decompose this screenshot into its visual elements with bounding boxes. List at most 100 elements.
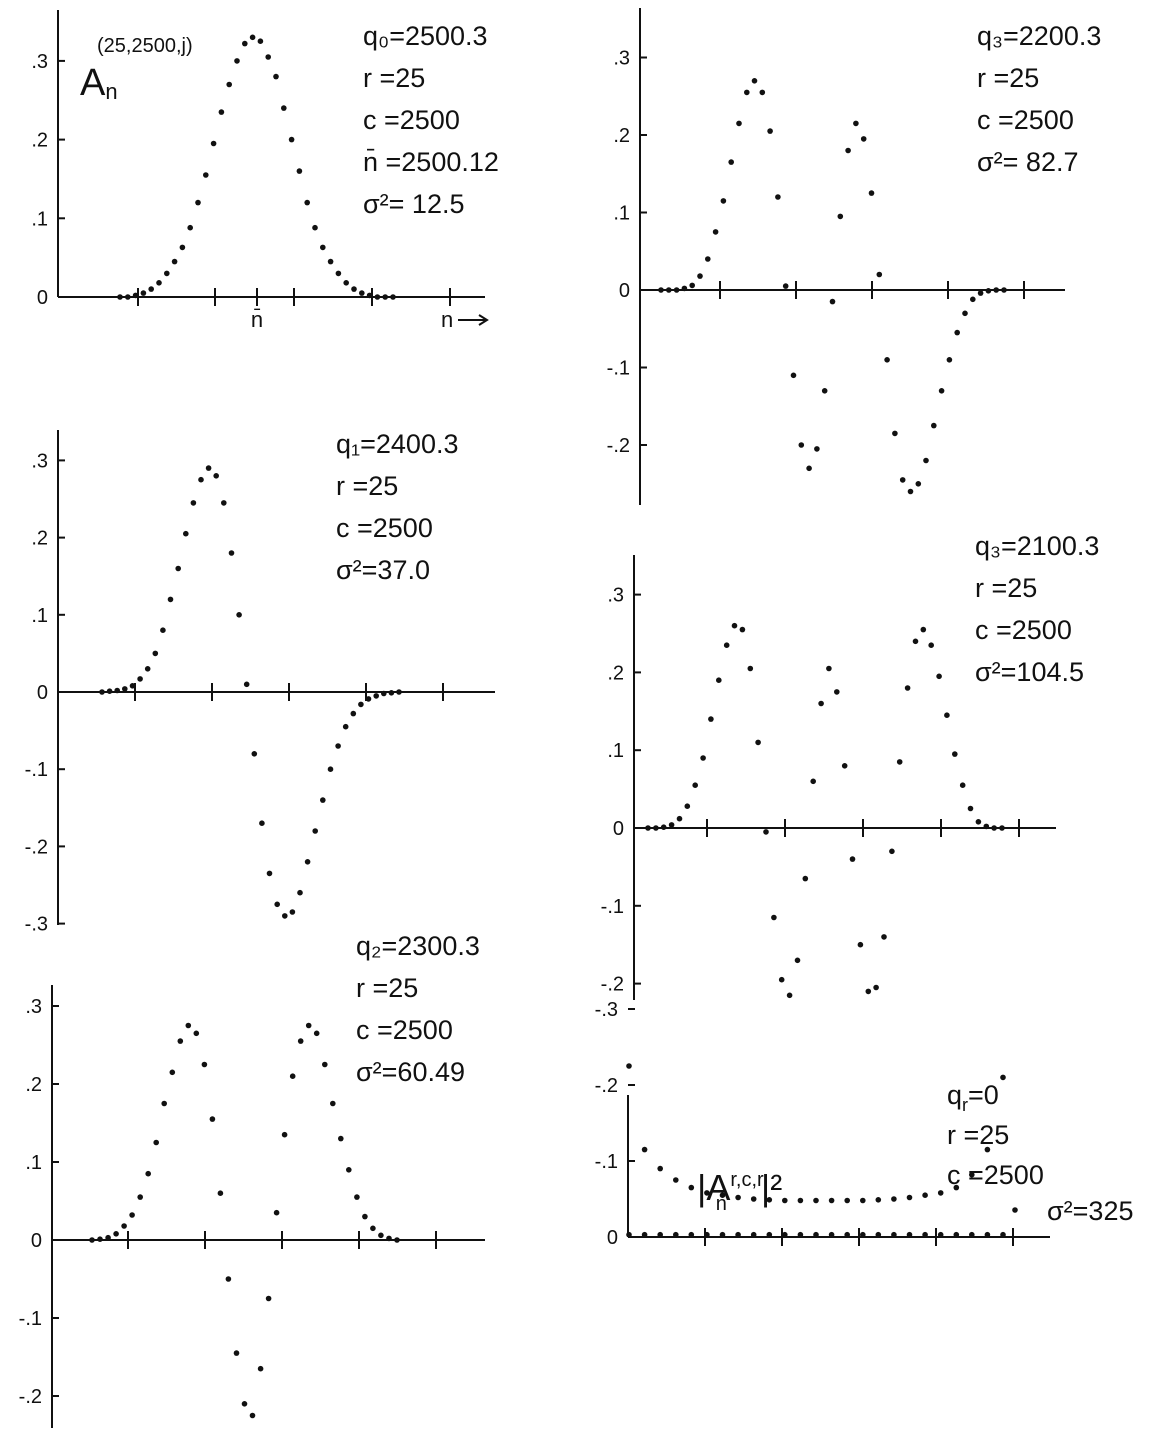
data-point (396, 689, 402, 695)
data-point (794, 957, 801, 964)
data-point (881, 934, 887, 940)
y-tick-label: .3 (31, 51, 48, 73)
data-point (148, 286, 154, 292)
data-point (160, 627, 166, 633)
data-point (778, 976, 785, 983)
data-point (673, 287, 680, 293)
data-point (735, 1194, 741, 1201)
data-point (766, 1231, 773, 1238)
data-point (153, 1139, 159, 1146)
data-point (381, 690, 387, 697)
data-point (828, 1231, 835, 1238)
data-point (132, 292, 139, 299)
data-point (797, 1197, 804, 1204)
data-point (688, 1184, 695, 1191)
data-point (999, 825, 1005, 831)
param-label: q₃=2100.3 (975, 531, 1099, 561)
param-label: c =2500 (363, 105, 460, 135)
data-point (145, 1170, 151, 1177)
data-point (970, 296, 976, 303)
param-label: q₀=2500.3 (363, 21, 488, 51)
data-point (984, 1231, 991, 1238)
data-point (896, 759, 903, 765)
data-point (164, 270, 170, 277)
param-label: c =2500 (975, 615, 1072, 645)
data-point (641, 1146, 648, 1153)
y-tick-label: -.2 (25, 836, 48, 858)
data-point (390, 294, 396, 300)
data-point (786, 992, 793, 999)
data-point (857, 941, 864, 948)
data-point (274, 901, 281, 908)
data-point (853, 120, 859, 127)
data-point (875, 1197, 882, 1203)
data-point (810, 778, 816, 785)
data-point (175, 565, 181, 572)
y-tick-label: .2 (607, 662, 624, 684)
data-point (716, 677, 722, 683)
param-label: σ²=60.49 (356, 1057, 465, 1087)
data-point (249, 34, 256, 41)
data-point (167, 596, 174, 603)
data-point (233, 1350, 240, 1356)
y-tick-label: -.3 (595, 999, 618, 1021)
chart-panel-q3-2200: -.2 -.1 0 .1 .2 .3 q₃=2200.3 r =25 c =2500 σ²= 82… (607, 8, 1101, 505)
data-point (907, 488, 914, 495)
data-point (767, 128, 773, 134)
data-point (719, 1231, 726, 1238)
data-point (704, 1190, 710, 1196)
y-tick-label: -.2 (607, 435, 630, 457)
data-point (137, 1194, 143, 1200)
param-label: σ²=325 (1047, 1196, 1133, 1226)
x-axis-arrowhead (478, 314, 489, 326)
y-tick-label: -.1 (25, 759, 48, 781)
data-point (281, 1131, 288, 1138)
y-tick-label: .1 (613, 203, 630, 225)
param-label: c =2500 (356, 1015, 453, 1045)
data-point (335, 270, 342, 277)
data-point (218, 109, 225, 115)
data-point (114, 687, 120, 694)
data-point (346, 1167, 352, 1173)
y-tick-label: -.1 (601, 896, 624, 918)
y-tick-label: -.1 (607, 358, 630, 380)
data-point (228, 550, 235, 556)
data-point (641, 1231, 648, 1238)
data-point (813, 1197, 819, 1204)
chart-panel-q1: -.3 -.2 -.1 0 .1 .2 .3 q₁=2400.3 r =25 c =2500 σ²=… (25, 429, 495, 936)
data-point (946, 357, 953, 363)
data-point (700, 755, 706, 761)
squared-amplitude-symbol: |Ar,c,r n |² (697, 1167, 782, 1215)
data-point (205, 465, 212, 471)
data-point (657, 1231, 663, 1238)
data-point (953, 1184, 960, 1191)
y-tick-label: 0 (37, 287, 48, 309)
data-point (327, 766, 334, 772)
data-point (1000, 1231, 1006, 1238)
data-point (201, 1061, 208, 1068)
data-point (891, 1231, 897, 1238)
data-point (374, 294, 381, 300)
data-point (922, 1192, 928, 1198)
data-point (386, 1235, 392, 1242)
data-point (937, 1231, 944, 1238)
param-label: r =25 (356, 973, 418, 1003)
data-point (829, 298, 836, 305)
data-point (320, 797, 326, 803)
y-tick-label: 0 (619, 280, 630, 302)
param-label: r =25 (977, 63, 1039, 93)
data-point (708, 716, 714, 722)
data-point (728, 159, 734, 165)
data-point (140, 290, 147, 296)
data-point (234, 58, 240, 64)
data-point (304, 859, 311, 865)
data-point (343, 280, 350, 286)
data-point (330, 1100, 336, 1107)
data-point (719, 1192, 726, 1198)
data-point (144, 666, 151, 672)
data-point (983, 823, 990, 830)
data-point (676, 815, 683, 822)
data-point (705, 256, 711, 262)
data-point (813, 1231, 819, 1238)
